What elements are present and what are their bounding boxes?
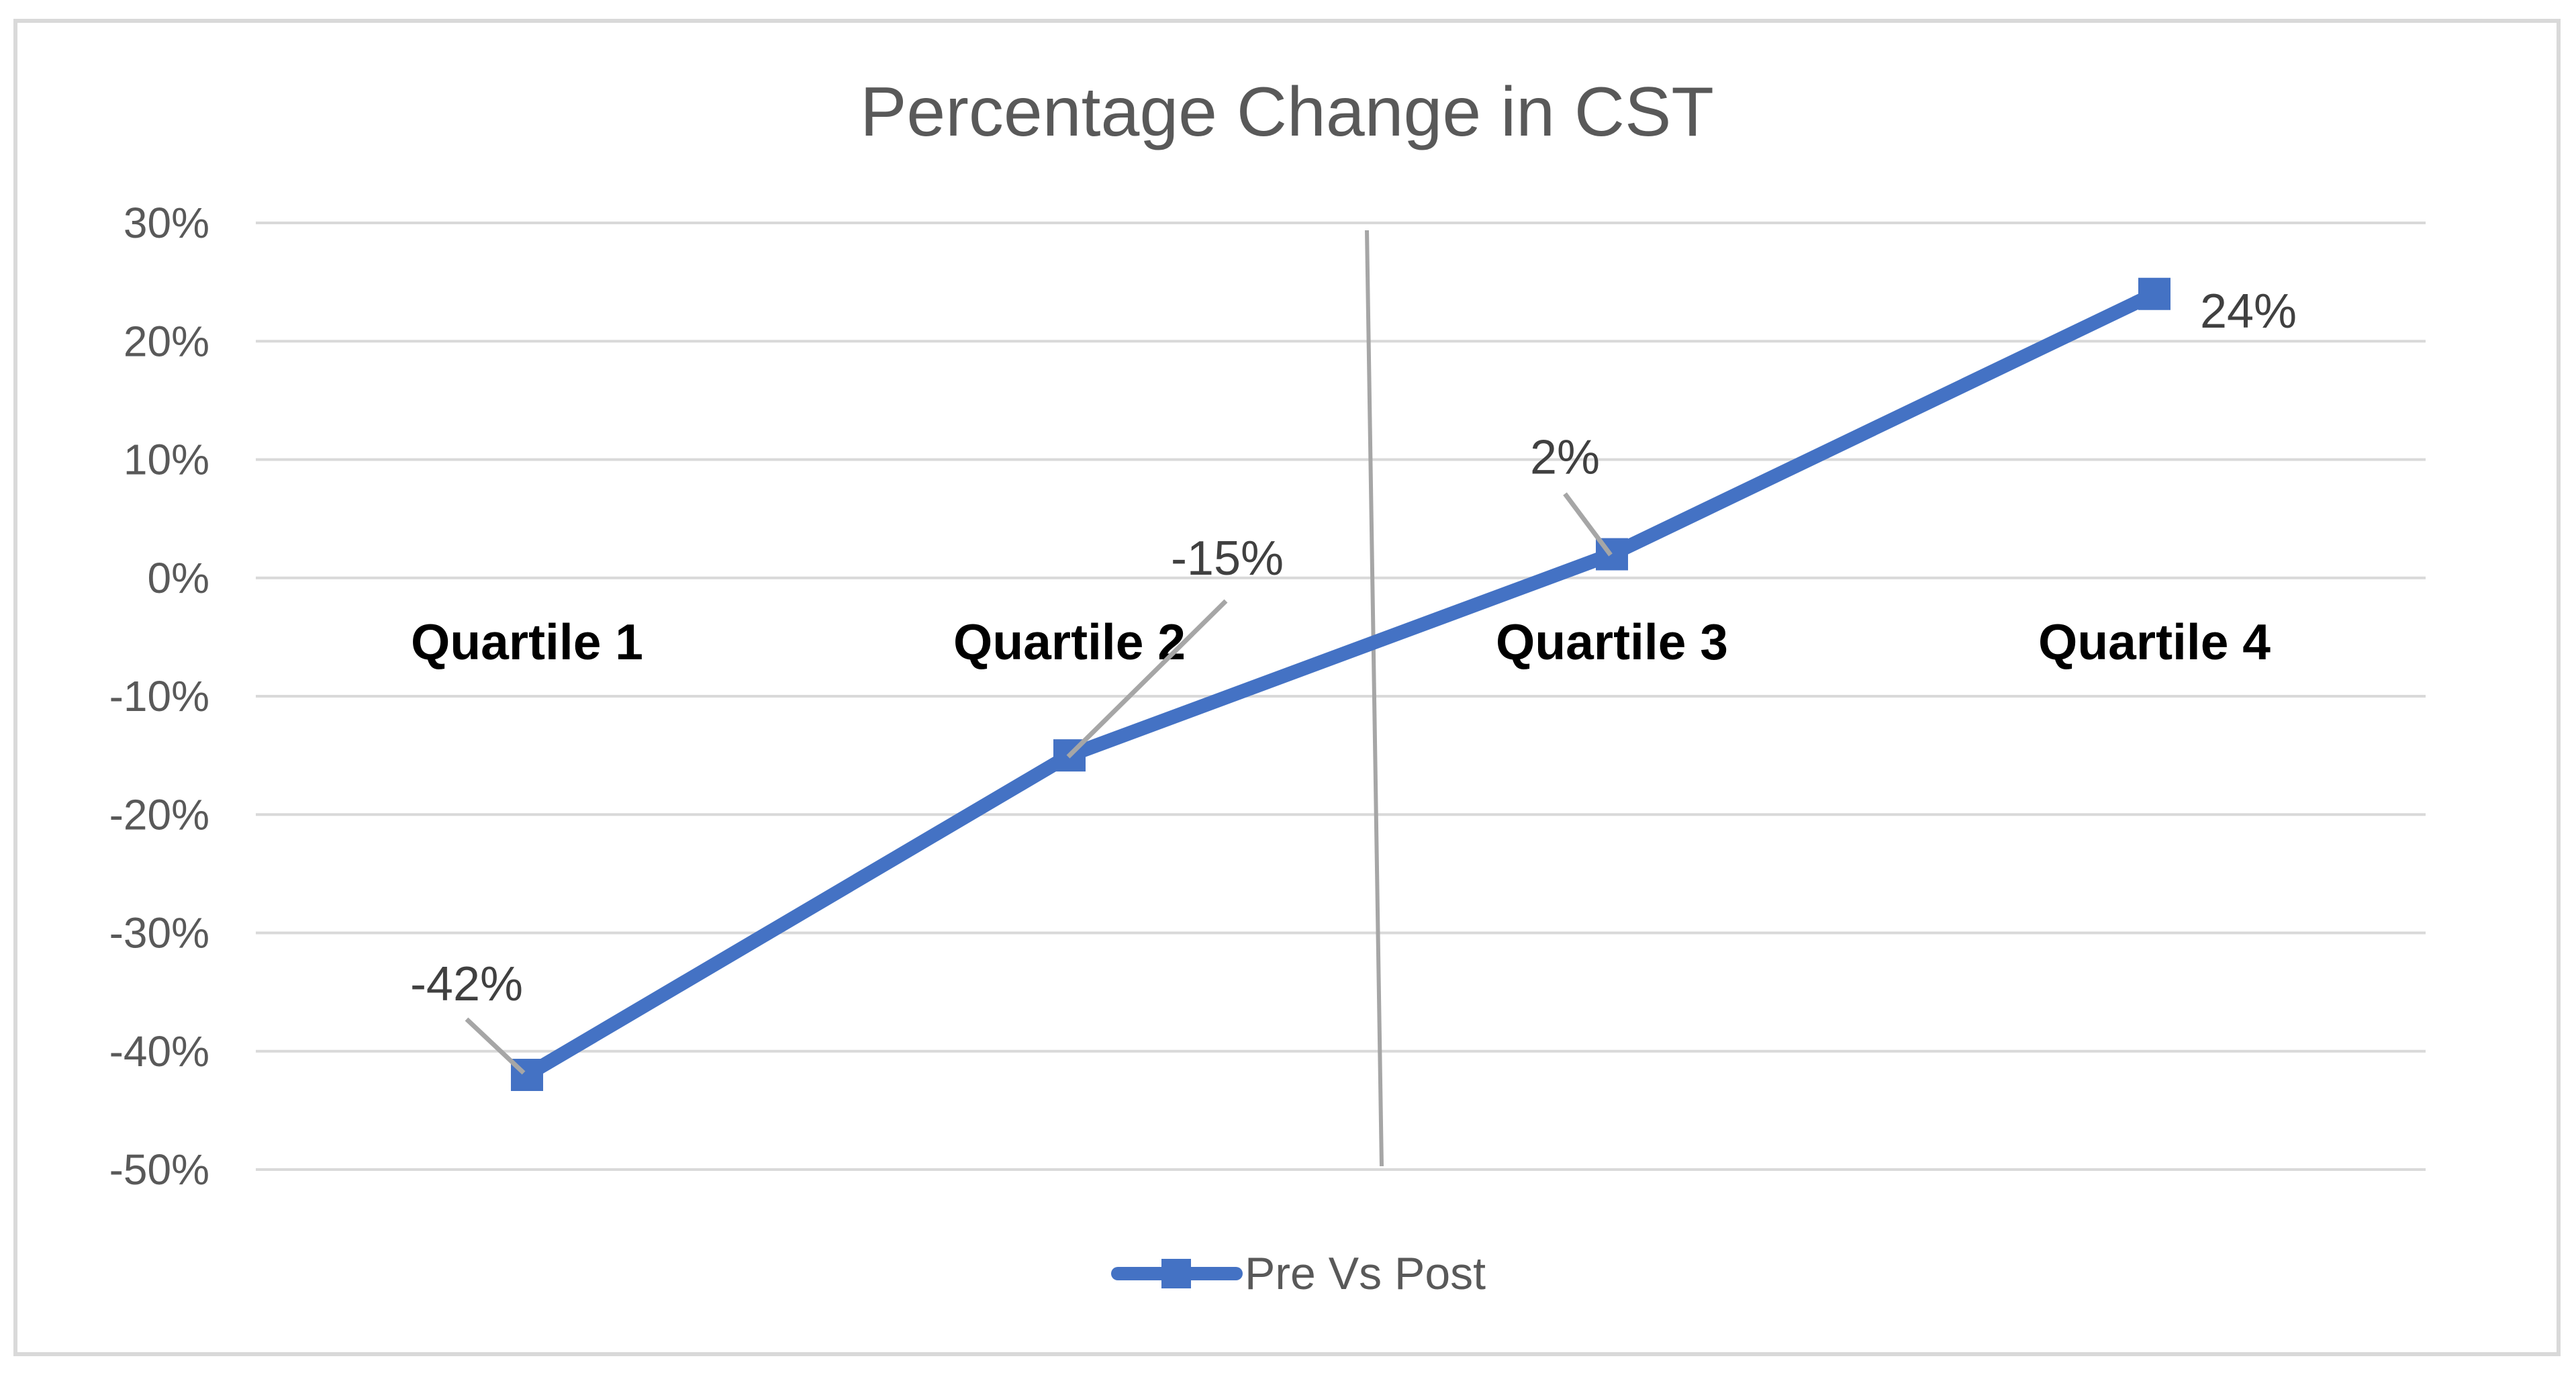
- y-axis-tick-label: 30%: [124, 199, 209, 247]
- gridlines: [256, 222, 2426, 1171]
- category-label: Quartile 4: [2038, 614, 2271, 670]
- y-axis-tick-label: 10%: [124, 436, 209, 484]
- category-label: Quartile 3: [1496, 614, 1728, 670]
- data-label: -15%: [1171, 532, 1284, 585]
- legend-label: Pre Vs Post: [1245, 1248, 1486, 1299]
- data-label: -42%: [410, 957, 523, 1011]
- data-point-marker: [2138, 277, 2170, 310]
- data-label: 24%: [2200, 285, 2297, 338]
- divider-line: [1365, 230, 1384, 1167]
- leader-line: [465, 1017, 526, 1075]
- series-line: [523, 287, 2158, 1082]
- data-labels: -42% -15% 2% 24%: [410, 285, 2297, 1075]
- category-labels: Quartile 1 Quartile 2 Quartile 3 Quartile 4: [411, 614, 2271, 670]
- chart-title: Percentage Change in CST: [860, 73, 1714, 151]
- y-axis-tick-label: -50%: [109, 1145, 209, 1194]
- y-axis-tick-labels: 30% 20% 10% 0% -10% -20% -30% -40% -50%: [109, 199, 209, 1194]
- divider-line-group: [1365, 230, 1384, 1167]
- category-label: Quartile 2: [953, 614, 1186, 670]
- series-group: [511, 277, 2170, 1091]
- chart-frame: [13, 19, 2561, 1356]
- leader-line: [1563, 492, 1613, 557]
- legend-marker-icon: [1161, 1259, 1191, 1288]
- y-axis-tick-label: 20%: [124, 317, 209, 365]
- y-axis-tick-label: -20%: [109, 790, 209, 839]
- data-label: 2%: [1530, 431, 1600, 485]
- category-label: Quartile 1: [411, 614, 643, 670]
- legend: Pre Vs Post: [1111, 1248, 1486, 1299]
- y-axis-tick-label: -10%: [109, 672, 209, 720]
- leader-line: [1066, 599, 1228, 759]
- y-axis-tick-label: 0%: [148, 554, 210, 602]
- y-axis-tick-label: -40%: [109, 1027, 209, 1076]
- y-axis-tick-label: -30%: [109, 909, 209, 957]
